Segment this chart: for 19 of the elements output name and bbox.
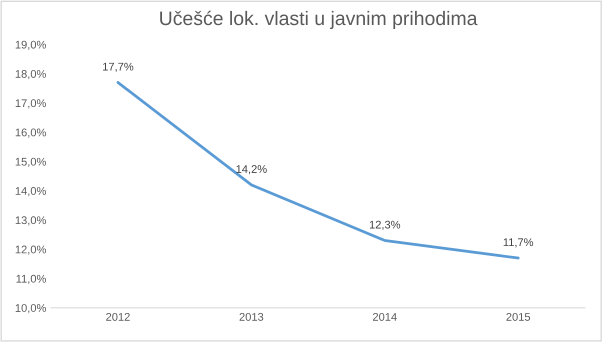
y-tick-label: 13,0% — [16, 216, 46, 226]
x-tick-label: 2015 — [506, 312, 530, 321]
data-label: 12,3% — [370, 220, 400, 230]
y-tick-label: 14,0% — [16, 187, 46, 196]
x-tick-label: 2014 — [372, 312, 397, 321]
y-tick-label: 19,0% — [16, 40, 46, 50]
y-tick-label: 10,0% — [16, 304, 46, 314]
y-tick-label: 16,0% — [16, 128, 46, 138]
y-tick-label: 15,0% — [16, 158, 46, 167]
data-label: 14,2% — [236, 165, 267, 174]
y-tick-label: 12,0% — [16, 246, 46, 255]
data-label: 11,7% — [504, 238, 534, 248]
y-tick-label: 18,0% — [16, 70, 46, 80]
x-tick-label: 2012 — [106, 312, 130, 321]
y-tick-label: 17,0% — [16, 99, 46, 108]
x-tick-label: 2013 — [240, 312, 264, 321]
data-label: 17,7% — [103, 62, 134, 72]
chart-title: Učešće lok. vlasti u javnim prihodima — [160, 10, 478, 30]
y-tick-label: 11,0% — [16, 274, 46, 284]
